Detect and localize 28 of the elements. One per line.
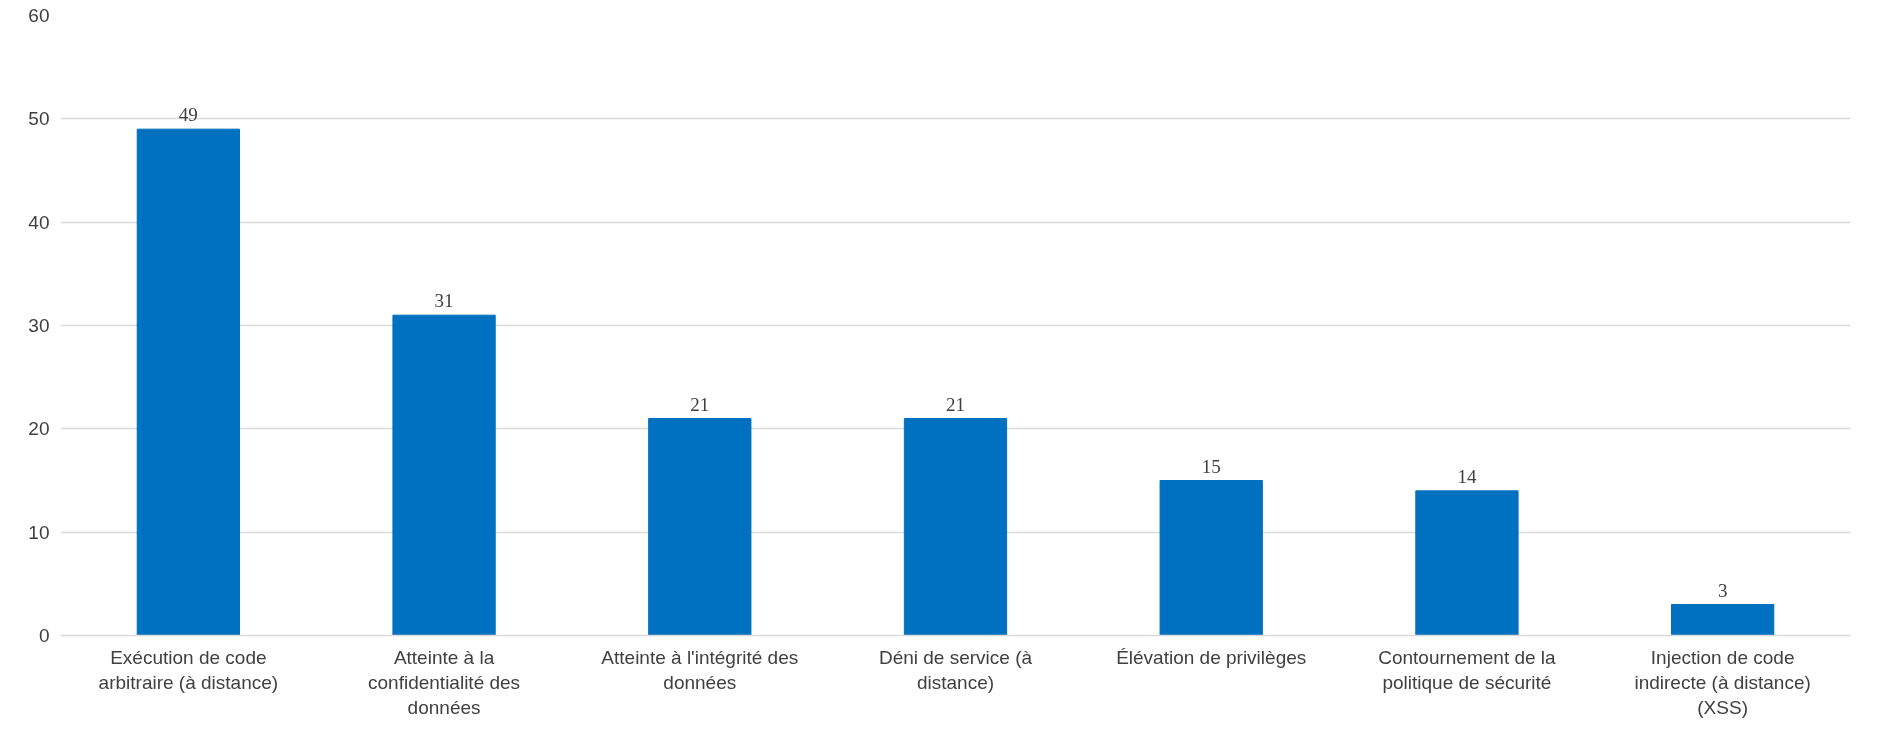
x-tick-label: Exécution de code arbitraire (à distance) — [98, 646, 279, 693]
y-tick-label: 10 — [28, 521, 50, 543]
data-label: 31 — [434, 290, 454, 312]
x-tick-label: Élévation de privilèges — [1116, 646, 1307, 668]
y-tick-label: 40 — [28, 211, 50, 233]
data-label: 14 — [1457, 465, 1477, 487]
bar — [136, 128, 240, 636]
bar — [1671, 604, 1775, 636]
data-label: 21 — [946, 393, 965, 415]
y-tick-label: 50 — [28, 108, 50, 130]
x-tick-label: Atteinte à l'intégrité des données — [601, 646, 799, 693]
x-tick-label: Contournement de la politique de sécurité — [1378, 646, 1557, 693]
bar — [1415, 490, 1519, 636]
bar — [392, 314, 496, 636]
x-tick-label: Déni de service (à distance) — [878, 646, 1033, 693]
y-tick-label: 20 — [28, 418, 50, 440]
y-tick-label: 30 — [28, 315, 50, 336]
bar — [903, 418, 1008, 636]
x-tick-label: Atteinte à la confidentialité des données — [368, 646, 521, 718]
y-tick-label: 60 — [28, 5, 50, 26]
y-tick-label: 0 — [38, 625, 50, 646]
bar — [648, 418, 752, 636]
data-label: 15 — [1201, 455, 1221, 477]
x-tick-label: Injection de code indirecte (à distance) (XSS) — [1634, 646, 1811, 718]
data-label: 21 — [690, 393, 710, 415]
data-label: 49 — [178, 104, 198, 126]
data-label: 3 — [1717, 579, 1728, 601]
bar — [1159, 480, 1263, 636]
